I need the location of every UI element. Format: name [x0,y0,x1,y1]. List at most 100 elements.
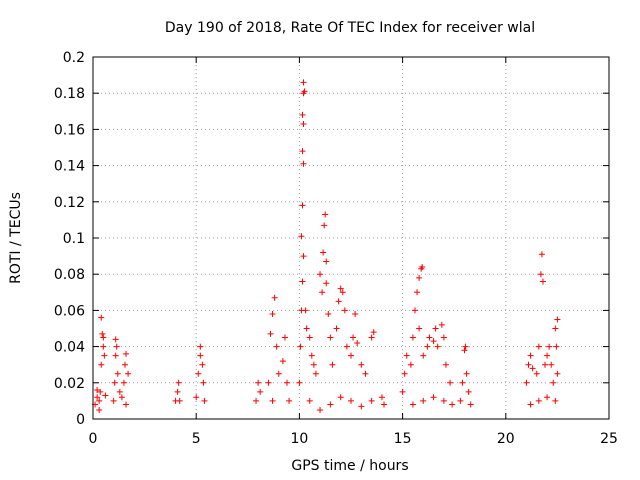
data-point [320,249,327,256]
data-point [286,397,293,404]
data-point [279,358,286,365]
data-point [271,294,278,301]
data-point [98,314,105,321]
data-point [529,365,536,372]
data-point [368,397,375,404]
y-tick-label: 0.04 [54,340,85,356]
data-point [297,343,304,350]
data-point [527,401,534,408]
chart-title: Day 190 of 2018, Rate Of TEC Index for r… [165,20,535,36]
data-point [301,88,308,95]
data-point [463,370,470,377]
x-tick-label: 15 [394,431,412,447]
data-point [281,334,288,341]
data-point [525,361,532,368]
data-point [195,370,202,377]
data-point [123,401,130,408]
data-point [548,361,555,368]
data-point [319,289,326,296]
data-point [449,401,456,408]
data-point [341,307,348,314]
data-point [447,379,454,386]
data-point [358,361,365,368]
data-point [317,271,324,278]
data-point [193,394,200,401]
data-point [462,343,469,350]
data-point [457,397,464,404]
data-point [312,370,319,377]
data-point [537,271,544,278]
data-point [300,253,307,260]
data-point [267,330,274,337]
data-point [322,211,329,218]
data-point [403,352,410,359]
data-point [352,311,359,318]
x-tick-label: 20 [497,431,515,447]
data-point [120,379,127,386]
data-point [350,334,357,341]
data-point [416,325,423,332]
data-point [102,392,109,399]
data-point [197,352,204,359]
data-point [257,388,264,395]
data-point [381,401,388,408]
data-point [275,370,282,377]
data-point [96,406,103,413]
data-point [409,401,416,408]
data-point [299,278,306,285]
data-point [424,343,431,350]
y-tick-label: 0.02 [54,376,85,392]
data-point [308,352,315,359]
data-point [348,397,354,404]
data-point [535,397,542,404]
data-point [94,394,101,401]
data-point [327,334,334,341]
data-point [306,334,313,341]
data-point [552,397,559,404]
data-point [552,325,559,332]
data-point [370,329,377,336]
data-point [358,403,365,410]
data-point [298,233,305,240]
data-point [174,388,181,395]
data-point [101,352,108,359]
data-point [335,298,342,305]
data-point [339,289,346,296]
data-point [100,343,107,350]
data-point [300,79,307,86]
data-point [354,339,361,346]
data-point [442,361,449,368]
data-point [121,361,128,368]
data-point [176,397,183,404]
data-point [544,394,551,401]
data-point [125,370,132,377]
data-point [201,397,208,404]
data-point [112,352,119,359]
x-tick-label: 25 [600,431,618,447]
data-point [411,307,418,314]
axis-ticks: 0 0.02 0.04 0.06 0.08 0.1 0.12 0.14 0.16 0.18 0.2 0… [54,50,618,447]
plot-frame [92,56,610,420]
data-point [399,388,406,395]
data-point [538,251,545,258]
data-point [378,394,385,401]
y-tick-label: 0.2 [63,50,85,66]
data-point [337,394,344,401]
data-point [111,379,118,386]
data-point [459,379,466,386]
data-point [414,289,421,296]
data-point [348,352,354,359]
data-point [523,379,530,386]
data-point [300,120,307,127]
data-point [265,379,272,386]
data-point [542,361,549,368]
data-point [368,334,375,341]
data-point [362,370,369,377]
data-point [273,343,280,350]
y-tick-label: 0.06 [54,303,85,319]
data-point [317,406,324,413]
data-point [554,370,561,377]
data-point [325,311,332,318]
data-point [553,343,560,350]
